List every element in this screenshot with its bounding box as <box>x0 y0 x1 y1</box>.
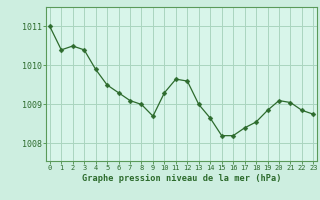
X-axis label: Graphe pression niveau de la mer (hPa): Graphe pression niveau de la mer (hPa) <box>82 174 281 183</box>
